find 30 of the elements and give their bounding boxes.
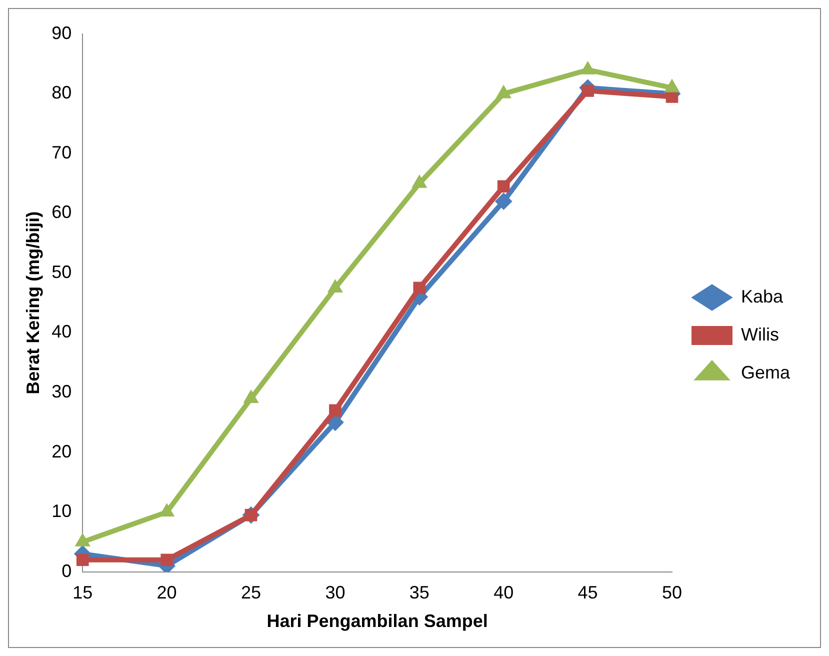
- point: [582, 84, 594, 97]
- y-tick-label: 70: [52, 142, 72, 162]
- x-tick-label: 40: [494, 582, 514, 603]
- x-tick-label: 20: [156, 582, 177, 603]
- legend-label: Gema: [740, 362, 791, 382]
- x-tick-label: 35: [409, 582, 430, 603]
- y-tick-label: 20: [52, 441, 72, 462]
- legend-label: Wilis: [740, 324, 779, 344]
- point: [497, 180, 510, 193]
- point: [329, 404, 342, 417]
- x-tick-label: 30: [325, 582, 346, 603]
- y-tick-label: 10: [52, 501, 72, 522]
- legend-label: Kaba: [740, 286, 784, 306]
- point: [160, 554, 173, 566]
- x-tick-label: 45: [578, 582, 598, 603]
- x-axis-title: Hari Pengambilan Sampel: [266, 611, 488, 632]
- y-tick-label: 50: [52, 262, 72, 282]
- y-axis-title: Berat Kering (mg/biji): [22, 211, 43, 394]
- y-tick-label: 80: [52, 82, 72, 103]
- x-tick-label: 50: [662, 582, 682, 603]
- y-tick-label: 90: [52, 22, 72, 43]
- x-tick-label: 25: [240, 582, 262, 603]
- y-tick-label: 60: [52, 202, 72, 222]
- point: [413, 282, 426, 294]
- y-tick-label: 30: [52, 382, 72, 402]
- point: [495, 192, 512, 210]
- point: [76, 554, 89, 566]
- y-tick-label: 40: [52, 322, 72, 342]
- x-tick-label: 15: [72, 582, 93, 603]
- y-tick-label: 0: [62, 560, 72, 581]
